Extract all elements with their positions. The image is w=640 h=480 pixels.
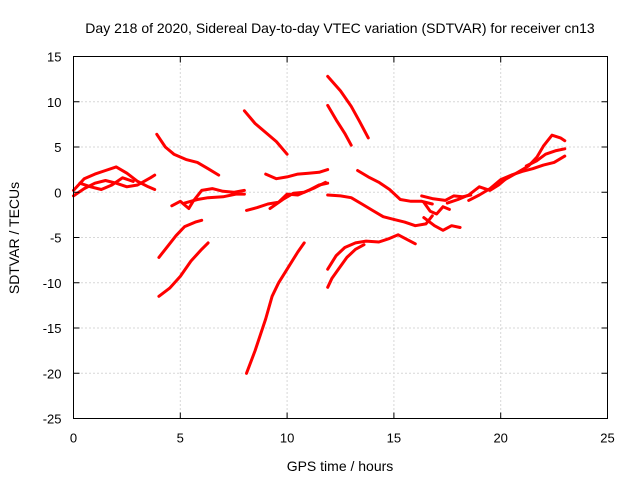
series-line-arc-9 — [245, 241, 306, 375]
series-line-arc-6 — [183, 192, 246, 205]
x-tick-label: 20 — [493, 431, 507, 446]
x-tick-label: 0 — [70, 431, 77, 446]
y-tick-label: -25 — [43, 412, 62, 427]
x-axis-title: GPS time / hours — [287, 458, 394, 474]
series-line-arc-5 — [170, 187, 246, 210]
series-line-arc-15 — [326, 103, 353, 147]
y-tick-label: -15 — [43, 321, 62, 336]
chart-title: Day 218 of 2020, Sidereal Day-to-day VTE… — [85, 20, 595, 36]
series-line-arc-13 — [264, 168, 330, 181]
series-line-arc-10 — [242, 109, 289, 156]
x-tick-label: 5 — [177, 431, 184, 446]
y-axis-title: SDTVAR / TECUs — [6, 182, 22, 294]
series-line-arc-24 — [467, 154, 567, 202]
series-line-arc-25 — [503, 133, 567, 182]
series-line-arc-20 — [422, 216, 462, 232]
series-line-arc-7 — [157, 218, 204, 259]
y-tick-label: -20 — [43, 366, 62, 381]
series-line-arc-21 — [422, 200, 451, 216]
series-line-arc-26 — [524, 147, 567, 168]
y-tick-label: -5 — [50, 231, 62, 246]
y-tick-label: 15 — [47, 50, 61, 65]
series-line-arc-16 — [326, 243, 366, 289]
series-line-arc-19 — [356, 169, 434, 206]
grid-lines — [73, 56, 608, 419]
series-line-arc-18 — [326, 193, 434, 228]
x-tick-label: 10 — [280, 431, 294, 446]
y-tick-label: -10 — [43, 276, 62, 291]
series-line-arc-23 — [445, 178, 507, 205]
series-line-arc-8 — [157, 241, 210, 298]
series-line-arc-4 — [155, 132, 221, 177]
axis-ticks: 0 5 10 15 20 25 -25 -20 -15 -10 -5 0 5 10 15 — [43, 50, 615, 446]
series-line-arc-3 — [78, 176, 135, 191]
x-tick-label: 25 — [600, 431, 614, 446]
series-line-arc-1 — [72, 165, 157, 192]
y-tick-label: 5 — [54, 140, 61, 155]
x-tick-label: 15 — [387, 431, 401, 446]
y-tick-label: 10 — [47, 95, 61, 110]
y-tick-label: 0 — [54, 185, 61, 200]
series-line-arc-14 — [326, 74, 370, 140]
series-line-arc-17 — [326, 233, 417, 271]
data-series — [72, 74, 567, 375]
series-line-arc-12 — [268, 180, 327, 210]
